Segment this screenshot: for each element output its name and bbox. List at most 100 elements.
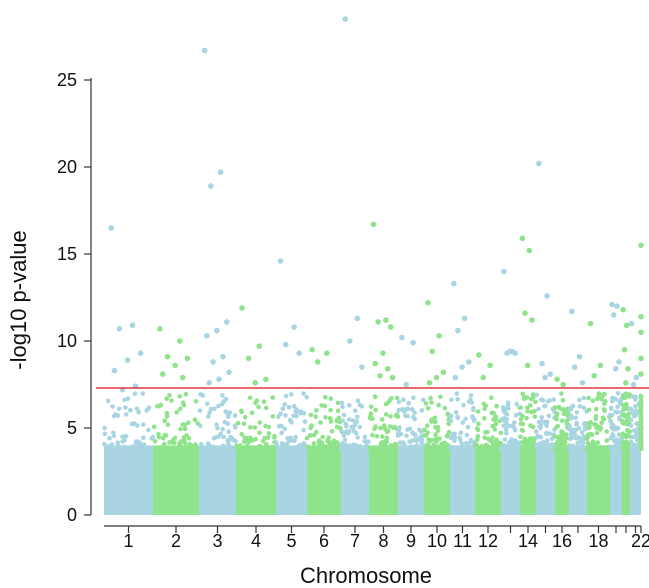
data-point: [389, 374, 396, 381]
background-point: [620, 420, 625, 426]
background-point: [381, 423, 387, 428]
background-point: [600, 415, 606, 421]
data-point: [425, 299, 431, 306]
background-point: [352, 408, 358, 414]
background-point: [634, 421, 639, 426]
data-point: [216, 376, 222, 383]
background-point: [165, 422, 171, 428]
background-point: [239, 409, 244, 415]
background-point: [355, 414, 360, 420]
data-point: [638, 313, 644, 320]
background-point: [529, 396, 535, 402]
background-point: [123, 433, 129, 439]
background-point: [318, 420, 323, 425]
background-point: [211, 435, 217, 441]
background-point: [533, 429, 539, 434]
background-point: [394, 395, 400, 401]
background-point: [266, 431, 272, 436]
background-fill-chr-7: [341, 445, 369, 515]
background-point: [115, 443, 121, 448]
background-point: [121, 437, 127, 443]
data-point: [628, 320, 635, 327]
background-point: [167, 392, 172, 398]
background-point: [625, 413, 630, 418]
data-point: [410, 339, 416, 346]
background-point: [586, 442, 592, 447]
x-tick-label: 22: [631, 531, 649, 551]
background-point: [569, 427, 575, 432]
background-point: [554, 411, 560, 416]
data-point: [201, 47, 208, 54]
background-point: [428, 438, 434, 443]
background-point: [615, 425, 621, 431]
background-point: [223, 409, 228, 414]
background-point: [526, 446, 531, 452]
background-point: [518, 434, 523, 440]
background-point: [397, 440, 403, 445]
background-point: [355, 435, 361, 440]
background-point: [632, 445, 638, 451]
background-point: [528, 403, 533, 408]
data-point: [544, 293, 550, 299]
data-point: [277, 258, 284, 264]
background-point: [248, 425, 253, 430]
background-point: [597, 444, 603, 450]
background-point: [430, 446, 435, 452]
background-point: [344, 429, 350, 434]
background-point: [351, 446, 357, 452]
background-point: [522, 396, 527, 402]
data-point: [399, 334, 405, 341]
background-point: [420, 397, 426, 403]
background-point: [628, 439, 634, 445]
data-point: [524, 362, 531, 369]
background-point: [586, 425, 592, 431]
background-point: [257, 420, 263, 425]
background-point: [120, 434, 125, 439]
background-point: [609, 413, 615, 418]
background-point: [247, 395, 253, 401]
data-point: [256, 343, 263, 350]
background-point: [501, 408, 506, 414]
background-point: [573, 436, 579, 441]
background-point: [308, 412, 314, 418]
background-point: [302, 419, 308, 424]
background-point: [394, 412, 400, 417]
background-point: [289, 392, 294, 397]
background-point: [608, 405, 614, 411]
background-point: [465, 424, 471, 430]
background-point: [263, 446, 268, 451]
background-point: [308, 425, 313, 431]
x-tick-label: 1: [123, 531, 133, 551]
background-point: [535, 434, 540, 440]
y-tick-label: 15: [57, 244, 77, 264]
background-point: [123, 412, 129, 417]
background-point: [551, 397, 556, 402]
background-point: [301, 440, 307, 446]
background-point: [524, 415, 529, 421]
background-point: [182, 422, 188, 428]
background-point: [241, 421, 247, 427]
y-tick-label: 20: [57, 157, 77, 177]
background-point: [556, 443, 562, 449]
background-point: [442, 405, 448, 411]
background-point: [370, 432, 375, 438]
background-point: [350, 418, 356, 423]
data-point: [359, 364, 365, 370]
background-point: [280, 406, 286, 412]
background-point: [354, 419, 360, 424]
background-point: [557, 405, 562, 411]
background-point: [608, 418, 613, 424]
data-point: [296, 350, 303, 357]
background-point: [291, 404, 297, 409]
background-point: [506, 406, 511, 411]
background-point: [393, 446, 399, 451]
background-point: [140, 391, 146, 396]
x-axis-title: Chromosome: [300, 563, 432, 588]
background-point: [485, 443, 490, 449]
background-point: [628, 406, 634, 412]
data-point: [160, 371, 166, 377]
background-point: [425, 406, 431, 411]
background-point: [599, 420, 604, 426]
background-fill-chr-19: [610, 445, 622, 515]
